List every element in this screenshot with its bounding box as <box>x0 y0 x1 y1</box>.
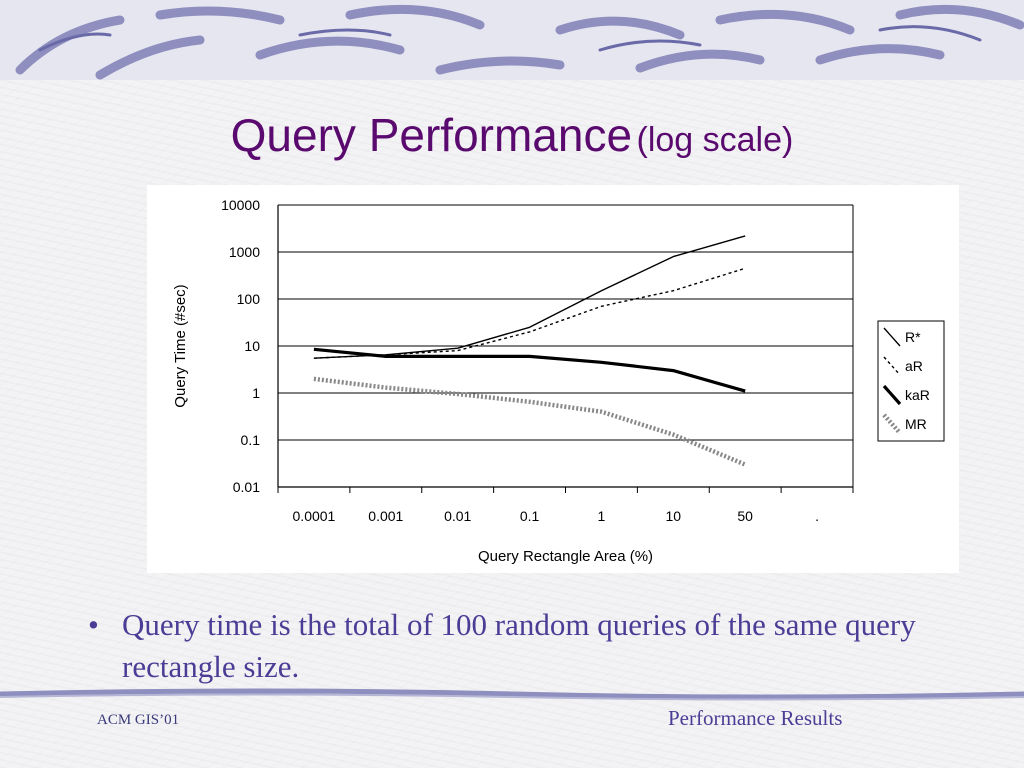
chart-panel: 10000 1000 100 10 1 0.1 0.01 0.0001 0.001 0.01 0.1… <box>147 185 959 573</box>
slide-title: Query Performance (log scale) <box>0 108 1024 162</box>
x-tick-label: 0.0001 <box>293 508 336 524</box>
legend-label: aR <box>905 358 923 374</box>
y-tick-label: 1 <box>252 385 260 401</box>
legend-swatch <box>883 356 901 376</box>
y-tick-label: 0.1 <box>241 432 261 448</box>
x-tick-label: 0.001 <box>368 508 403 524</box>
y-axis-label: Query Time (#sec) <box>172 284 189 407</box>
y-tick-label: 100 <box>237 291 261 307</box>
legend-label: R* <box>905 329 921 345</box>
bullet-dot: • <box>88 607 99 642</box>
legend-swatch <box>882 413 902 435</box>
x-tick-label: 1 <box>598 508 606 524</box>
x-axis-label: Query Rectangle Area (%) <box>478 548 653 565</box>
y-tick-label: 0.01 <box>233 479 260 495</box>
bullet-point: • Query time is the total of 100 random … <box>88 604 948 688</box>
footer-conference: ACM GIS’01 <box>97 712 180 728</box>
legend-label: kaR <box>905 387 930 403</box>
x-tick-label: 0.01 <box>444 508 471 524</box>
title-main: Query Performance <box>230 109 633 161</box>
footer-divider <box>0 688 1024 701</box>
legend-label: MR <box>905 416 927 432</box>
y-tick-label: 10000 <box>221 197 260 213</box>
decorative-banner <box>0 0 1024 80</box>
bullet-text: Query time is the total of 100 random qu… <box>122 607 916 684</box>
title-sub: (log scale) <box>636 121 794 159</box>
x-tick-label: 50 <box>737 508 753 524</box>
x-tick-label: . <box>815 508 819 524</box>
series-line-r <box>313 235 746 359</box>
y-tick-label: 10 <box>244 338 260 354</box>
series-line-ar <box>313 267 746 359</box>
legend-swatch <box>883 327 901 347</box>
x-tick-label: 10 <box>666 508 682 524</box>
y-tick-label: 1000 <box>229 244 260 260</box>
legend-box <box>877 320 945 442</box>
x-tick-label: 0.1 <box>520 508 540 524</box>
legend-swatch <box>882 384 902 406</box>
series-line-mr <box>313 376 747 467</box>
footer-section: Performance Results <box>668 706 843 730</box>
series-line-kar <box>313 347 746 393</box>
